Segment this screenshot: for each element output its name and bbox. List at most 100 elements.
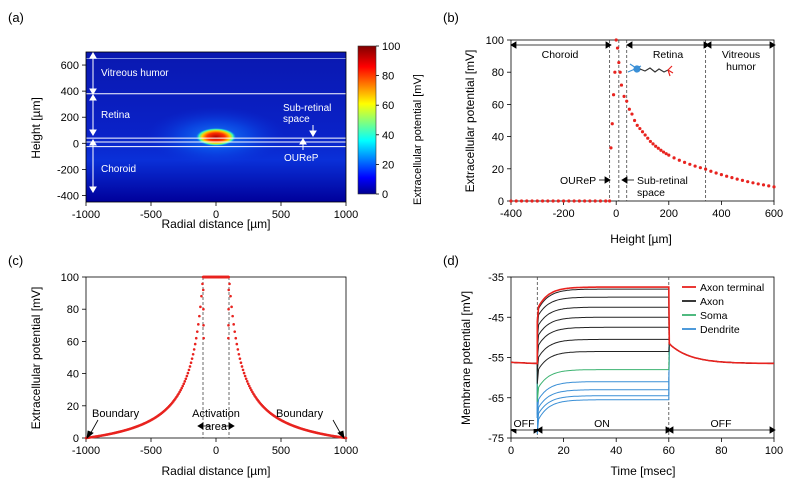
b-label-subretinal: Sub-retinal bbox=[637, 175, 688, 187]
a-xtick-label: 500 bbox=[272, 209, 290, 221]
c-label-activation: Activation bbox=[192, 408, 240, 420]
b-data-point bbox=[546, 199, 550, 203]
d-legend-label: Axon terminal bbox=[700, 282, 764, 294]
b-data-point bbox=[604, 199, 608, 203]
b-data-point bbox=[730, 176, 734, 180]
b-data-point bbox=[651, 142, 655, 146]
b-data-point bbox=[677, 158, 681, 162]
c-data-point bbox=[202, 336, 205, 340]
d-series-line bbox=[510, 338, 774, 372]
d-phase-on: ON bbox=[594, 418, 610, 430]
c-data-point bbox=[236, 348, 240, 351]
b-label-vitreous: Vitreous bbox=[722, 49, 760, 61]
c-data-point bbox=[181, 384, 185, 388]
c-label-area: area bbox=[205, 421, 228, 433]
a-xtick-label: -500 bbox=[140, 209, 162, 221]
b-data-point bbox=[593, 199, 597, 203]
b-label-humor: humor bbox=[726, 61, 756, 73]
b-data-point bbox=[625, 99, 629, 103]
d-ytick-label: -65 bbox=[488, 393, 504, 405]
c-data-point bbox=[180, 386, 183, 390]
d-phase-off-1: OFF bbox=[514, 418, 535, 430]
b-xlabel: Height [µm] bbox=[610, 232, 672, 246]
c-data-point bbox=[198, 314, 201, 318]
b-label-retina: Retina bbox=[653, 49, 684, 61]
b-data-point bbox=[635, 123, 639, 127]
c-data-point bbox=[230, 305, 233, 309]
c-data-point bbox=[228, 282, 231, 286]
label-choroid: Choroid bbox=[101, 164, 136, 175]
b-data-point bbox=[654, 144, 658, 148]
d-legend-label: Axon bbox=[700, 296, 724, 308]
heatmap-hotspot bbox=[196, 128, 236, 146]
a-ytick-label: -400 bbox=[57, 190, 79, 202]
c-data-point bbox=[194, 336, 198, 340]
b-data-point bbox=[556, 199, 560, 203]
b-label-choroid: Choroid bbox=[542, 49, 579, 61]
b-data-point bbox=[525, 199, 529, 203]
panel-label-a: (a) bbox=[8, 10, 24, 25]
b-data-point bbox=[698, 166, 702, 170]
b-data-point bbox=[688, 162, 692, 166]
b-data-point bbox=[751, 181, 755, 185]
c-data-point bbox=[235, 342, 239, 346]
d-xtick-label: 40 bbox=[610, 445, 622, 457]
a-ytick-label: 400 bbox=[61, 86, 79, 98]
b-data-point bbox=[519, 199, 524, 203]
d-ytick-label: -55 bbox=[488, 353, 504, 365]
c-data-point bbox=[244, 377, 248, 381]
c-data-point bbox=[344, 436, 348, 440]
b-ytick-label: 40 bbox=[492, 132, 504, 144]
b-label-ourep: OUReP bbox=[560, 175, 596, 187]
colorbar-tick-label: 40 bbox=[382, 130, 394, 142]
colorbar-tick-label: 20 bbox=[382, 159, 394, 171]
c-data-point bbox=[227, 324, 230, 327]
label-subretinal-space: Sub-retinal bbox=[283, 103, 331, 114]
b-data-point bbox=[667, 153, 671, 157]
c-data-point bbox=[227, 336, 230, 340]
c-xtick-label: 0 bbox=[213, 445, 219, 457]
c-data-point bbox=[234, 336, 238, 340]
d-xtick-label: 60 bbox=[663, 445, 675, 457]
c-ytick-label: 0 bbox=[73, 433, 79, 445]
c-ytick-label: 20 bbox=[67, 401, 79, 413]
d-xtick-label: 20 bbox=[557, 445, 569, 457]
c-boundary-arrows bbox=[86, 419, 345, 439]
panel-c: -1000 -500 0 500 1000 0 20 40 60 80 100 Boundary A… bbox=[29, 272, 358, 478]
b-data-point bbox=[672, 156, 676, 160]
b-data-point bbox=[572, 199, 576, 203]
b-data-point bbox=[551, 199, 555, 203]
b-xtick-label: 200 bbox=[660, 208, 678, 220]
colorbar bbox=[357, 45, 377, 195]
d-xtick-label: 0 bbox=[508, 445, 514, 457]
c-data-point bbox=[202, 324, 205, 327]
b-data-point bbox=[772, 185, 776, 189]
a-ytick-label: 600 bbox=[61, 60, 79, 72]
b-data-point bbox=[643, 133, 647, 137]
b-data-point bbox=[588, 199, 592, 203]
b-plot-frame bbox=[510, 39, 775, 202]
c-label-boundary-right: Boundary bbox=[276, 408, 324, 420]
d-ytick-label: -45 bbox=[488, 312, 504, 324]
c-data-point bbox=[201, 282, 204, 286]
d-ytick-label: -35 bbox=[488, 272, 504, 284]
colorbar-tick-label: 100 bbox=[382, 41, 400, 53]
d-xlabel: Time [msec] bbox=[611, 464, 676, 478]
b-xtick-label: 600 bbox=[765, 208, 783, 220]
b-data-point bbox=[598, 199, 603, 203]
c-data-point bbox=[202, 307, 205, 311]
b-data-point bbox=[740, 178, 745, 182]
c-data-point bbox=[201, 288, 205, 292]
label-subretinal-space-2: space bbox=[283, 114, 310, 125]
b-data-point bbox=[682, 160, 687, 164]
d-series-line bbox=[510, 342, 774, 402]
b-data-point bbox=[618, 70, 622, 74]
b-data-point bbox=[577, 199, 581, 203]
b-region-arrows bbox=[510, 41, 776, 184]
c-data-point bbox=[249, 386, 252, 390]
c-data-point bbox=[245, 380, 249, 383]
b-data-point bbox=[735, 177, 739, 181]
b-xtick-label: -400 bbox=[500, 208, 522, 220]
d-series-line bbox=[510, 342, 774, 422]
